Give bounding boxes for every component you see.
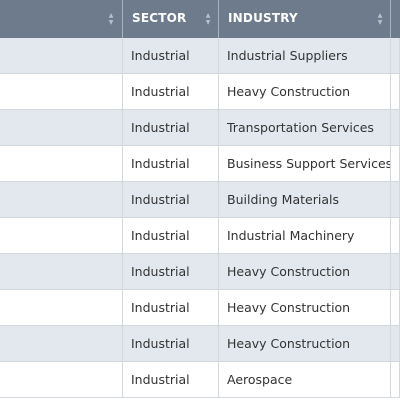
table-row[interactable]: Industrial Building Materials	[0, 182, 400, 218]
table-cell-industry: Aerospace	[219, 362, 391, 398]
table-cell-industry: Business Support Services	[219, 146, 391, 182]
table-cell-hidden	[0, 362, 123, 398]
table-cell-hidden	[0, 182, 123, 218]
table-header: ▲ ▼ SECTOR ▲ ▼ INDUSTRY ▲ ▼	[0, 0, 400, 38]
table-row[interactable]: Industrial Industrial Machinery	[0, 218, 400, 254]
table-cell-hidden	[0, 110, 123, 146]
column-header-sector[interactable]: SECTOR ▲ ▼	[123, 0, 219, 38]
table-row[interactable]: Industrial Business Support Services	[0, 146, 400, 182]
table-cell-next	[391, 110, 400, 146]
table-cell-next	[391, 218, 400, 254]
column-header-label: INDUSTRY	[228, 11, 298, 25]
table-row[interactable]: Industrial Heavy Construction	[0, 74, 400, 110]
column-header-next[interactable]	[391, 0, 400, 38]
table-cell-sector: Industrial	[123, 74, 219, 110]
table-cell-next	[391, 254, 400, 290]
table-cell-industry: Building Materials	[219, 182, 391, 218]
table-cell-next	[391, 326, 400, 362]
table-row[interactable]: Industrial Heavy Construction	[0, 290, 400, 326]
sort-arrows-icon[interactable]: ▲ ▼	[108, 12, 114, 26]
sort-arrows-icon[interactable]: ▲ ▼	[377, 12, 383, 26]
table-cell-sector: Industrial	[123, 290, 219, 326]
table-row[interactable]: Industrial Industrial Suppliers	[0, 38, 400, 74]
column-header-label: SECTOR	[132, 11, 187, 25]
table-cell-industry: Heavy Construction	[219, 74, 391, 110]
sort-arrows-icon[interactable]: ▲ ▼	[205, 12, 211, 26]
table-cell-hidden	[0, 254, 123, 290]
table-cell-industry: Heavy Construction	[219, 290, 391, 326]
table-cell-hidden	[0, 74, 123, 110]
table-cell-next	[391, 146, 400, 182]
table-cell-sector: Industrial	[123, 254, 219, 290]
table-cell-sector: Industrial	[123, 326, 219, 362]
table-cell-sector: Industrial	[123, 218, 219, 254]
table-cell-sector: Industrial	[123, 182, 219, 218]
table-row[interactable]: Industrial Transportation Services	[0, 110, 400, 146]
table-cell-next	[391, 182, 400, 218]
column-header-hidden[interactable]: ▲ ▼	[0, 0, 123, 38]
table-cell-hidden	[0, 326, 123, 362]
table-cell-hidden	[0, 218, 123, 254]
table-cell-industry: Transportation Services	[219, 110, 391, 146]
table-cell-industry: Heavy Construction	[219, 254, 391, 290]
table-row[interactable]: Industrial Aerospace	[0, 362, 400, 398]
table-cell-next	[391, 362, 400, 398]
table-cell-hidden	[0, 290, 123, 326]
table-cell-hidden	[0, 146, 123, 182]
table-cell-sector: Industrial	[123, 38, 219, 74]
table-row[interactable]: Industrial Heavy Construction	[0, 326, 400, 362]
column-header-industry[interactable]: INDUSTRY ▲ ▼	[219, 0, 391, 38]
table-row[interactable]: Industrial Heavy Construction	[0, 254, 400, 290]
table-cell-industry: Industrial Machinery	[219, 218, 391, 254]
table-cell-sector: Industrial	[123, 362, 219, 398]
table-cell-next	[391, 38, 400, 74]
table-cell-sector: Industrial	[123, 146, 219, 182]
table-cell-hidden	[0, 38, 123, 74]
table-cell-industry: Heavy Construction	[219, 326, 391, 362]
table-cell-sector: Industrial	[123, 110, 219, 146]
table-cell-next	[391, 290, 400, 326]
table-cell-industry: Industrial Suppliers	[219, 38, 391, 74]
table-cell-next	[391, 74, 400, 110]
